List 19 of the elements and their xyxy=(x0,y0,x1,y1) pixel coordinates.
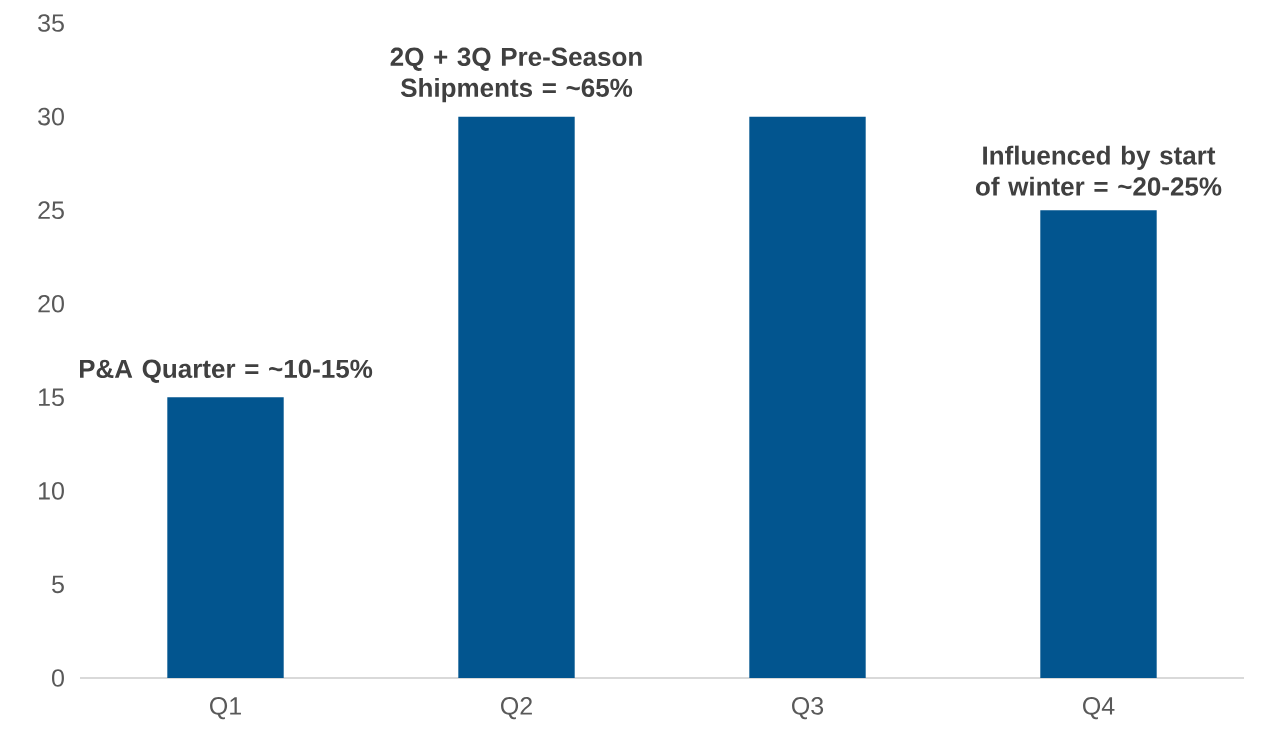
y-tick-label: 10 xyxy=(39,482,64,500)
y-tick-label: 35 xyxy=(38,14,64,32)
y-tick-label: 20 xyxy=(38,294,64,313)
y-tick-label: 30 xyxy=(38,107,64,126)
y-tick-label: 5 xyxy=(52,575,64,594)
annotation: 2Q + 3Q Pre-Season Shipments = ~65% xyxy=(390,47,642,103)
x-tick-label: Q3 xyxy=(792,697,824,720)
y-tick-label: 15 xyxy=(39,388,64,407)
y-tick-label: 0 xyxy=(52,669,64,687)
bar xyxy=(167,397,284,678)
y-tick-label: 25 xyxy=(38,201,64,220)
x-tick-label: Q1 xyxy=(210,697,241,720)
x-tick-label: Q4 xyxy=(1083,697,1115,720)
bar xyxy=(749,116,866,678)
annotation: Influenced by start of winter = ~20-25% xyxy=(975,145,1222,196)
bar xyxy=(458,116,575,678)
x-tick-label: Q2 xyxy=(501,697,532,720)
bar xyxy=(1040,210,1157,678)
annotation: P&A Quarter = ~10-15% xyxy=(79,359,373,383)
